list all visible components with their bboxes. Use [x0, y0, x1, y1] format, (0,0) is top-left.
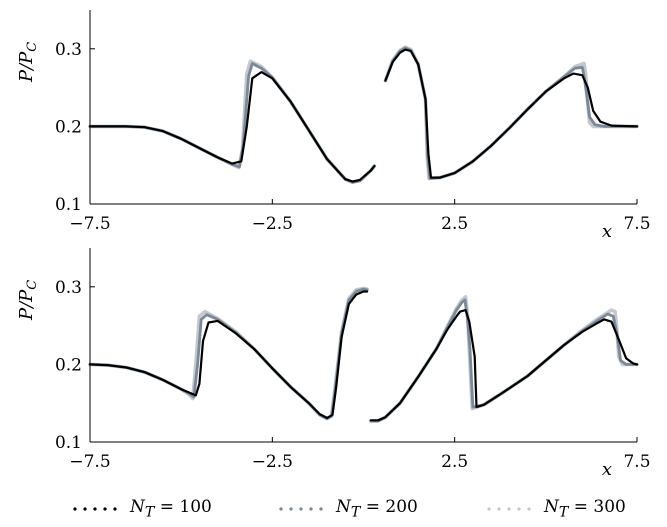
- legend-swatch-nt-100: [70, 507, 118, 511]
- top-x-tick-label: −7.5: [69, 214, 110, 234]
- legend: NT = 100 NT = 200 NT = 300: [0, 492, 667, 526]
- bottom-series-line-nt300-seg1: [369, 295, 639, 423]
- bottom-panel: 0.1 0.2 0.3 −7.5 −2.5 2.5 7.5 x P/PC: [16, 248, 651, 480]
- top-y-axis-label: P/PC: [16, 42, 40, 83]
- legend-label-nt-100: NT = 100: [130, 497, 212, 521]
- bottom-x-tick-label: 2.5: [441, 452, 468, 472]
- legend-item-nt-100: NT = 100: [70, 492, 212, 526]
- bottom-x-tick-label: 7.5: [623, 452, 650, 472]
- top-y-tick-label: 0.3: [55, 40, 82, 60]
- legend-swatch-nt-200: [276, 507, 324, 511]
- top-series-line-nt100-seg0: [88, 71, 376, 183]
- top-panel: 0.1 0.2 0.3 −7.5 −2.5 2.5 7.5 x P/PC: [16, 10, 651, 242]
- top-series-line-nt100-seg1: [384, 48, 639, 179]
- bottom-series-line-nt100-seg1: [369, 309, 639, 422]
- figure: 0.1 0.2 0.3 −7.5 −2.5 2.5 7.5 x P/PC 0.1 0.2 0.3 −7…: [16, 10, 651, 480]
- top-series-line-nt300-seg1: [383, 45, 639, 181]
- top-x-axis-label: x: [602, 221, 612, 242]
- bottom-y-tick-label: 0.2: [55, 355, 82, 375]
- bottom-y-tick-label: 0.1: [55, 433, 82, 453]
- bottom-y-axis-label: P/PC: [16, 280, 40, 321]
- legend-item-nt-200: NT = 200: [276, 492, 418, 526]
- top-y-tick-label: 0.2: [55, 117, 82, 137]
- bottom-series-line-nt300-seg0: [88, 286, 369, 421]
- bottom-x-axis-label: x: [602, 459, 612, 480]
- top-series-line-nt200-seg1: [384, 46, 639, 180]
- legend-item-nt-300: NT = 300: [484, 492, 626, 526]
- bottom-series-line-nt100-seg0: [88, 290, 369, 419]
- bottom-x-tick-label: −2.5: [252, 452, 293, 472]
- legend-label-nt-300: NT = 300: [544, 497, 626, 521]
- top-x-tick-label: 7.5: [623, 214, 650, 234]
- bottom-x-tick-label: −7.5: [69, 452, 110, 472]
- top-x-tick-label: 2.5: [441, 214, 468, 234]
- bottom-series-line-nt200-seg0: [88, 287, 369, 421]
- legend-swatch-nt-300: [484, 507, 532, 511]
- top-x-tick-label: −2.5: [252, 214, 293, 234]
- top-y-tick-label: 0.1: [55, 195, 82, 215]
- bottom-y-tick-label: 0.3: [55, 278, 82, 298]
- legend-label-nt-200: NT = 200: [336, 497, 418, 521]
